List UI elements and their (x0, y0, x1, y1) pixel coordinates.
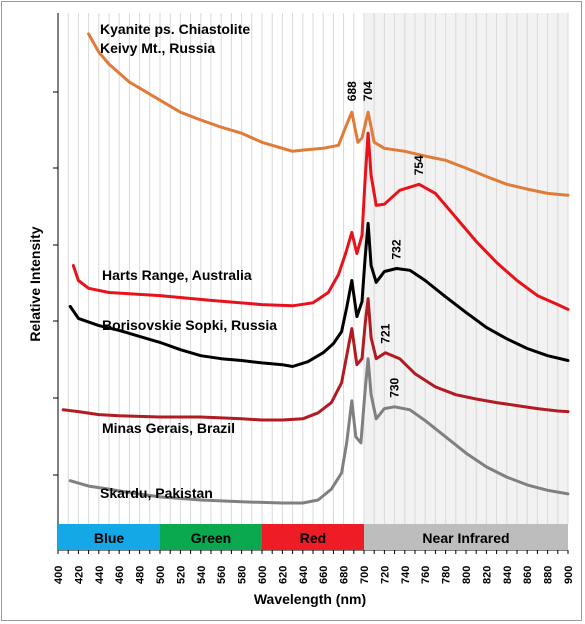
series-label: Borisovskie Sopki, Russia (102, 317, 277, 333)
peak-annotations: 688 704 754 732 721 730 (345, 81, 426, 398)
x-tick-label: 400 (53, 566, 65, 584)
band-red (262, 524, 364, 550)
band-label: Red (300, 530, 326, 546)
series-line (68, 221, 570, 368)
x-tick-label: 480 (135, 566, 147, 584)
band-label: Green (191, 530, 231, 546)
series-label: Kyanite ps. Chiastolite (100, 21, 250, 37)
x-tick-label: 800 (461, 566, 473, 584)
x-tick-label: 500 (155, 566, 167, 584)
x-tick-label: 680 (339, 566, 351, 584)
x-tick-label: 460 (114, 566, 126, 584)
series-label: Keivy Mt., Russia (100, 40, 215, 56)
band-near-infrared (364, 524, 568, 550)
x-tick-label: 900 (563, 566, 575, 584)
series-label: Harts Range, Australia (102, 267, 252, 283)
y-axis-label: Relative Intensity (27, 226, 43, 341)
series-label: Skardu, Pakistan (100, 485, 213, 501)
x-tick-label: 420 (73, 566, 85, 584)
peak-label: 688 (345, 81, 359, 101)
peak-label: 704 (361, 81, 375, 101)
x-tick-label: 600 (257, 566, 269, 584)
series-label: Minas Gerais, Brazil (102, 420, 235, 436)
x-tick-label: 640 (298, 566, 310, 584)
x-tick-label: 720 (379, 566, 391, 584)
x-tick-label: 780 (441, 566, 453, 584)
x-tick-label: 520 (175, 566, 187, 584)
series-line (61, 297, 570, 422)
x-tick-label: 820 (481, 566, 493, 584)
band-label: Near Infrared (422, 530, 509, 546)
band-blue (58, 524, 160, 550)
peak-label: 754 (412, 155, 426, 175)
x-tick-label: 580 (237, 566, 249, 584)
peak-label: 721 (378, 323, 392, 343)
series-line (71, 131, 570, 311)
series-line (68, 357, 570, 505)
band-label: Blue (94, 530, 125, 546)
series-line (87, 32, 570, 197)
x-tick-label: 700 (359, 566, 371, 584)
x-tick-label: 840 (502, 566, 514, 584)
x-tick-label: 560 (216, 566, 228, 584)
spectral-bands: Blue Green Red Near Infrared (58, 524, 568, 550)
series-labels: Kyanite ps. Chiastolite Keivy Mt., Russia… (100, 21, 277, 501)
x-tick-label: 880 (543, 566, 555, 584)
peak-label: 730 (388, 377, 402, 397)
x-tick-label: 540 (196, 566, 208, 584)
x-tick-label: 660 (318, 566, 330, 584)
x-tick-label: 740 (400, 566, 412, 584)
x-axis-label: Wavelength (nm) (254, 591, 366, 607)
peak-label: 732 (390, 239, 404, 259)
x-tick-label: 620 (277, 566, 289, 584)
band-green (160, 524, 262, 550)
x-tick-label: 860 (522, 566, 534, 584)
x-tick-label: 760 (420, 566, 432, 584)
series-lines (61, 32, 570, 505)
x-tick-labels: 400 420 440 460 480 500 520 540 560 580 600 620 640 6… (53, 566, 575, 584)
x-tick-label: 440 (94, 566, 106, 584)
